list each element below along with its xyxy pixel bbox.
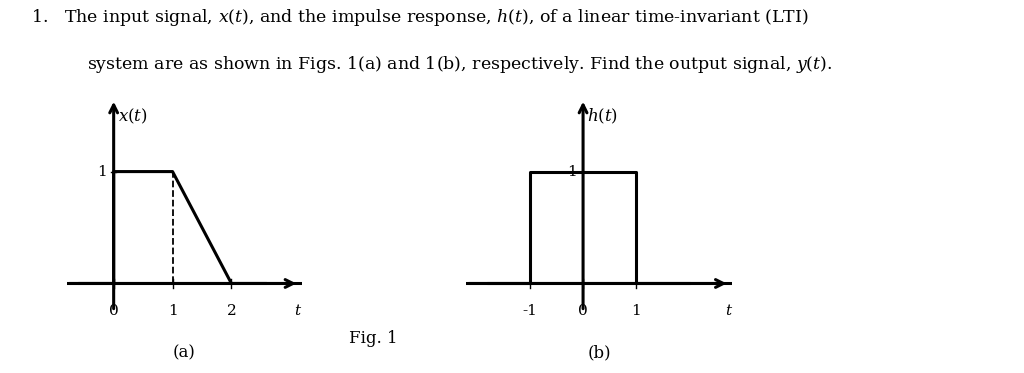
Text: (b): (b)	[587, 344, 611, 361]
Text: t: t	[294, 304, 300, 318]
Text: 1: 1	[97, 164, 106, 179]
Text: 1.   The input signal, $x(t)$, and the impulse response, $h(t)$, of a linear tim: 1. The input signal, $x(t)$, and the imp…	[31, 7, 809, 28]
Text: 1: 1	[168, 304, 177, 318]
Text: t: t	[725, 304, 731, 318]
Text: 0: 0	[579, 304, 588, 318]
Text: system are as shown in Figs. 1(a) and 1(b), respectively. Find the output signal: system are as shown in Figs. 1(a) and 1(…	[87, 54, 833, 75]
Text: 1: 1	[567, 164, 577, 179]
Text: $h(t)$: $h(t)$	[588, 107, 618, 126]
Text: $x(t)$: $x(t)$	[119, 107, 148, 126]
Text: -1: -1	[522, 304, 538, 318]
Text: (a): (a)	[173, 344, 196, 361]
Text: 2: 2	[226, 304, 237, 318]
Text: 1: 1	[632, 304, 641, 318]
Text: Fig. 1: Fig. 1	[349, 330, 398, 347]
Text: 0: 0	[109, 304, 119, 318]
